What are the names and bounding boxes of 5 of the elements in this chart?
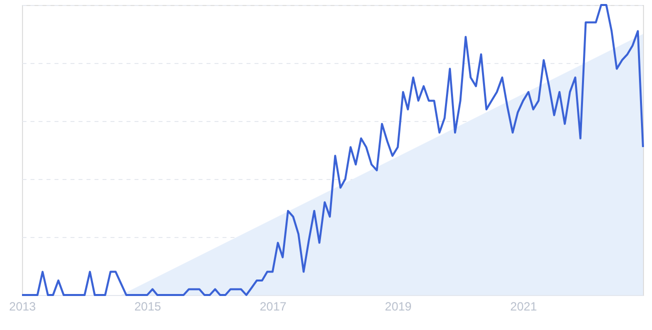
x-tick-label: 2021 <box>510 300 538 314</box>
x-tick-label: 2019 <box>384 300 412 314</box>
x-tick-label: 2013 <box>9 300 36 314</box>
x-tick-label: 2015 <box>134 300 162 314</box>
x-tick-label: 2017 <box>260 300 287 314</box>
